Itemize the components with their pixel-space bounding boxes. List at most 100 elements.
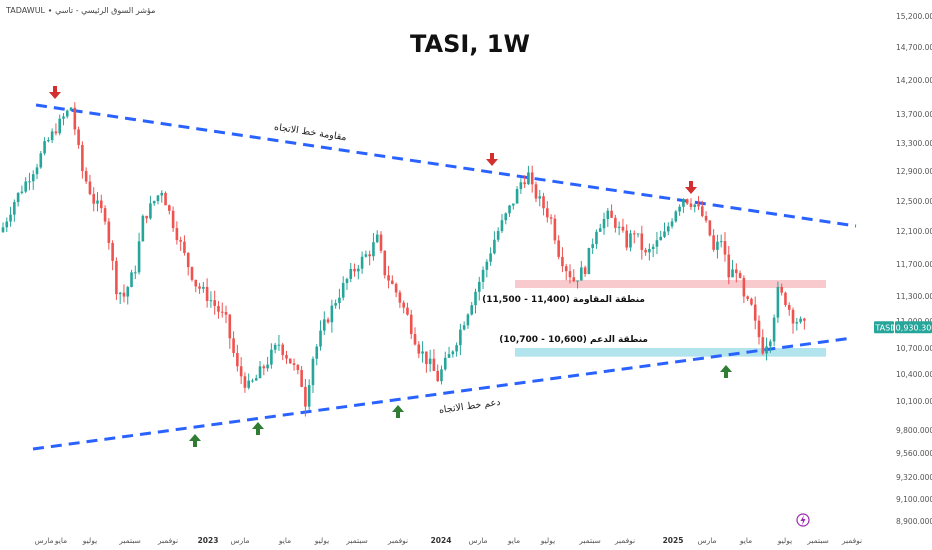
y-tick-label: 10,400.000 (896, 370, 932, 379)
candle-body (731, 269, 734, 278)
candle-body (447, 354, 451, 358)
x-tick-label: مايو (507, 536, 520, 545)
candle (28, 172, 31, 191)
candle-body (791, 309, 795, 324)
candle-body (387, 275, 390, 281)
zones-layer (515, 280, 826, 357)
candle (534, 181, 538, 203)
candle-body (591, 244, 594, 248)
candle (512, 203, 515, 210)
candle (731, 259, 734, 278)
candle-body (402, 302, 405, 308)
candle-body (353, 268, 356, 272)
candle-body (651, 246, 655, 250)
candle-body (629, 233, 632, 248)
candle-body (625, 230, 628, 248)
candle (500, 213, 504, 234)
candle (455, 342, 458, 357)
candle (474, 288, 477, 314)
candle (443, 351, 447, 371)
candle (96, 192, 99, 212)
candle (459, 323, 462, 356)
candle (625, 224, 628, 251)
y-tick-label: 14,200.000 (896, 76, 932, 85)
candle (232, 331, 235, 358)
candle-body (648, 249, 651, 253)
candle (742, 275, 746, 304)
candle (243, 372, 247, 393)
candle (481, 266, 485, 289)
candle (799, 316, 802, 324)
x-tick-label: مارس (468, 536, 487, 545)
candle-body (111, 242, 114, 261)
candle (780, 283, 783, 296)
candle (602, 212, 606, 235)
x-tick-label: سبتمبر (345, 536, 368, 545)
candle (750, 297, 753, 306)
x-tick-label: مارس (230, 536, 249, 545)
candle (682, 198, 685, 213)
candle-body (587, 247, 591, 275)
candle-body (481, 269, 485, 282)
resistance-trendline (35, 103, 857, 228)
candle-body (115, 260, 118, 295)
candle-body (205, 286, 209, 301)
candle-body (409, 314, 413, 335)
candle (606, 208, 610, 227)
candle-body (307, 385, 311, 407)
candle (220, 302, 224, 318)
x-tick-label: يوليو (82, 536, 97, 545)
candle (659, 230, 663, 241)
candle-body (383, 250, 387, 276)
lightning-icon-bolt (800, 515, 806, 526)
candle-body (443, 357, 447, 370)
candle (262, 364, 266, 376)
candle (353, 263, 356, 277)
candle-body (678, 206, 681, 212)
candle (689, 198, 693, 210)
candle-body (735, 269, 738, 274)
candle-body (258, 366, 262, 379)
y-tick-label: 9,320.000 (896, 473, 932, 482)
candle (723, 232, 727, 262)
y-tick-label: 9,560.000 (896, 449, 932, 458)
candle (5, 217, 9, 233)
candle (508, 204, 511, 217)
candle (678, 204, 681, 216)
candle-body (134, 272, 137, 274)
candle (383, 250, 387, 279)
candle (107, 218, 111, 250)
candle (542, 192, 545, 216)
candle (50, 128, 54, 144)
trendlines-layer (32, 103, 857, 451)
candle-body (428, 358, 432, 365)
candle (285, 350, 288, 364)
candle (62, 113, 65, 126)
candle-body (576, 280, 579, 282)
candle-body (776, 286, 780, 318)
candle (254, 374, 258, 381)
candle (372, 233, 375, 261)
candle-body (708, 220, 712, 236)
candle-body (330, 305, 334, 323)
candle-body (202, 286, 205, 289)
candle (31, 170, 35, 190)
candle (787, 302, 791, 316)
candle-body (122, 292, 126, 297)
candle (530, 165, 534, 193)
candle-body (572, 277, 576, 282)
candle (753, 296, 757, 330)
x-tick-label: سبتمبر (806, 536, 829, 545)
up-arrow-icon (392, 405, 404, 418)
candle (489, 247, 492, 266)
candle-body (141, 215, 145, 242)
candle-body (156, 195, 160, 202)
candle (496, 227, 500, 242)
candle-body (368, 254, 371, 257)
candle-body (553, 218, 557, 241)
candle (92, 187, 96, 212)
candle-body (285, 355, 288, 359)
support-trendline-label: دعم خط الاتجاه (438, 397, 501, 416)
candle-body (527, 172, 530, 185)
